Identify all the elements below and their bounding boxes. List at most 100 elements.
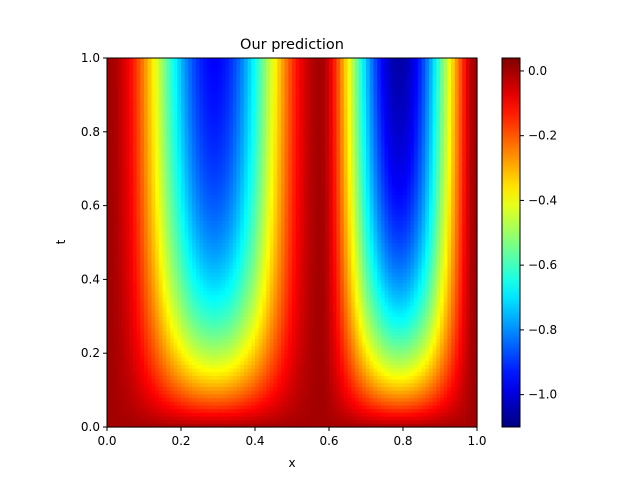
heatmap-cell <box>125 249 130 255</box>
heatmap-cell <box>151 260 156 266</box>
heatmap-cell <box>332 286 337 292</box>
heatmap-cell <box>458 412 463 417</box>
heatmap-cell <box>403 297 408 303</box>
heatmap-cell <box>310 390 315 395</box>
heatmap-cell <box>410 419 415 424</box>
heatmap-cell <box>240 308 245 314</box>
heatmap-cell <box>169 334 175 340</box>
heatmap-cell <box>280 419 286 424</box>
heatmap-cell <box>432 419 437 424</box>
heatmap-cell <box>343 419 349 424</box>
heatmap-cell <box>247 412 252 417</box>
heatmap-cell <box>366 412 371 417</box>
heatmap-cell <box>229 334 234 340</box>
heatmap-cell <box>369 353 374 358</box>
heatmap-cell <box>173 316 178 321</box>
heatmap-cell <box>436 349 441 354</box>
heatmap-cell <box>380 393 386 399</box>
heatmap-cell <box>377 312 382 317</box>
heatmap-cell <box>384 423 389 428</box>
heatmap-cell <box>136 253 141 258</box>
heatmap-cell <box>236 386 241 391</box>
heatmap-cell <box>310 423 315 428</box>
heatmap-cell <box>258 257 263 262</box>
heatmap-cell <box>277 423 282 428</box>
heatmap-cell <box>306 305 312 310</box>
heatmap-cell <box>447 360 452 365</box>
heatmap-cell <box>451 338 456 343</box>
heatmap-cell <box>343 386 349 391</box>
heatmap-cell <box>132 301 138 306</box>
heatmap-cell <box>366 353 371 358</box>
heatmap-cell <box>277 312 282 317</box>
heatmap-cell <box>440 338 445 343</box>
heatmap-cell <box>451 290 456 295</box>
heatmap-cell <box>147 257 152 262</box>
heatmap-cell <box>428 327 434 332</box>
heatmap-cell <box>280 308 286 314</box>
heatmap-cell <box>403 331 408 336</box>
heatmap-cell <box>232 412 238 417</box>
heatmap-cell <box>317 290 323 295</box>
heatmap-cell <box>221 419 226 424</box>
heatmap-cell <box>340 242 345 247</box>
heatmap-cell <box>473 319 478 325</box>
heatmap-cell <box>362 279 367 284</box>
heatmap-cell <box>118 327 123 332</box>
heatmap-cell <box>262 279 267 284</box>
heatmap-cell <box>436 308 441 314</box>
heatmap-cell <box>158 253 164 258</box>
heatmap-cell <box>247 290 252 295</box>
heatmap-cell <box>340 338 345 343</box>
heatmap-cell <box>247 294 252 299</box>
heatmap-cell <box>410 412 415 417</box>
heatmap-cell <box>158 401 164 406</box>
heatmap-cell <box>125 253 130 258</box>
heatmap-cell <box>425 412 430 417</box>
heatmap-cell <box>343 242 349 247</box>
heatmap-cell <box>428 297 434 303</box>
heatmap-cell <box>277 323 282 328</box>
heatmap-cell <box>173 356 178 362</box>
heatmap-cell <box>262 371 267 376</box>
heatmap-cell <box>417 338 423 343</box>
heatmap-cell <box>192 279 197 284</box>
heatmap-cell <box>166 408 171 413</box>
heatmap-cell <box>110 308 115 314</box>
heatmap-cell <box>162 257 167 262</box>
heatmap-cell <box>369 342 374 347</box>
heatmap-cell <box>351 382 356 388</box>
heatmap-cell <box>280 390 286 395</box>
heatmap-cell <box>447 323 452 328</box>
heatmap-cell <box>295 242 300 247</box>
heatmap-cell <box>410 268 415 273</box>
heatmap-cell <box>210 397 215 402</box>
heatmap-cell <box>188 379 193 384</box>
heatmap-cell <box>255 412 260 417</box>
heatmap-cell <box>443 390 448 395</box>
heatmap-cell <box>225 342 230 347</box>
heatmap-cell <box>214 360 219 365</box>
heatmap-cell <box>210 312 215 317</box>
heatmap-cell <box>240 319 245 325</box>
heatmap-cell <box>447 257 452 262</box>
heatmap-cell <box>199 305 204 310</box>
heatmap-cell <box>362 272 367 277</box>
heatmap-cell <box>377 268 382 273</box>
heatmap-cell <box>288 349 293 354</box>
heatmap-cell <box>403 275 408 280</box>
heatmap-cell <box>469 412 474 417</box>
heatmap-cell <box>110 415 115 421</box>
heatmap-cell <box>395 257 400 262</box>
heatmap-cell <box>132 319 138 325</box>
heatmap-cell <box>428 375 434 380</box>
heatmap-cell <box>255 356 260 362</box>
heatmap-cell <box>351 334 356 340</box>
heatmap-cell <box>414 301 419 306</box>
heatmap-cell <box>469 367 474 373</box>
heatmap-cell <box>247 393 252 399</box>
heatmap-cell <box>277 349 282 354</box>
heatmap-cell <box>329 249 334 255</box>
heatmap-cell <box>336 353 341 358</box>
heatmap-cell <box>458 308 463 314</box>
